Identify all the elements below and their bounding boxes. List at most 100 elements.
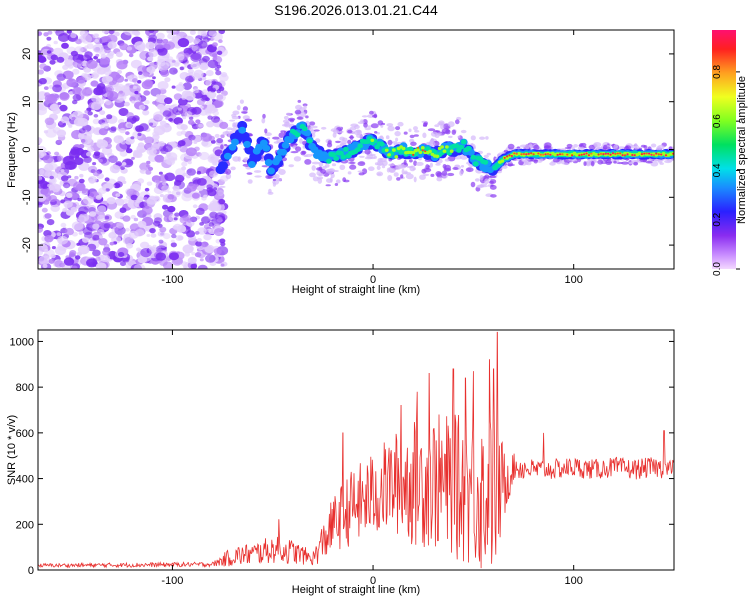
halo-blob [583,161,587,167]
noise-blob [216,93,226,102]
halo-blob [347,129,353,134]
spectrogram-y-tick-label: -20 [21,237,33,253]
halo-blob [621,161,629,165]
noise-blob [145,169,152,175]
noise-blob [206,184,213,190]
halo-blob [262,113,266,119]
noise-blob [152,30,159,34]
halo-blob [447,172,455,177]
ridge-mark [561,153,564,156]
snr-y-label: SNR (10 * v/v) [6,415,18,485]
ridge-mark [445,145,449,149]
noise-blob [186,218,193,223]
noise-blob [125,227,130,232]
halo-blob [395,164,404,169]
noise-blob [75,147,85,156]
halo-blob [297,99,302,103]
halo-blob [405,173,414,180]
noise-blob [46,219,55,226]
halo-blob [664,160,672,164]
ridge-mark [566,153,569,156]
halo-blob [470,135,476,141]
noise-blob [64,227,74,236]
halo-blob [320,168,326,174]
halo-blob [304,159,312,165]
noise-blob [158,171,163,175]
snr-frame [37,329,675,571]
noise-blob [44,163,54,172]
halo-blob [403,131,408,135]
noise-blob [78,206,89,215]
noise-blob [204,244,215,254]
noise-blob [173,217,178,221]
noise-blob [173,117,183,125]
noise-blob [220,263,225,267]
noise-blob [65,192,73,198]
halo-blob [388,167,396,173]
ridge-mark [418,150,423,155]
halo-blob [613,144,618,149]
halo-blob [229,119,236,122]
noise-blob [122,198,129,204]
ridge-mark [648,152,651,155]
halo-blob [242,115,250,120]
noise-blob [78,134,85,139]
noise-blob [54,246,67,256]
ridge-mark [294,132,301,138]
ridge-mark [355,147,361,153]
ridge-mark [616,152,619,155]
colorbar-label: Normalized spectral amplitude [736,76,748,224]
snr-y-tick-label: 400 [16,474,34,486]
halo-blob [425,164,430,170]
noise-blob [90,101,102,111]
halo-blob [377,173,382,176]
noise-blob [78,215,87,223]
noise-blob [159,226,167,233]
noise-blob [46,36,52,41]
ridge-mark [657,153,660,156]
noise-blob [119,207,127,213]
halo-blob [414,130,420,133]
noise-blob [110,126,117,132]
noise-blob [38,151,45,159]
halo-blob [543,145,550,149]
ridge-mark [440,145,444,149]
noise-blob [59,104,68,112]
ridge-mark [619,152,622,155]
halo-blob [578,144,582,148]
noise-blob [132,30,139,36]
noise-blob [201,241,209,248]
noise-blob [100,254,111,263]
noise-blob [219,121,229,129]
noise-blob [62,208,68,213]
snr-y-tick-label: 600 [16,428,34,440]
noise-blob [149,228,156,234]
halo-blob [435,132,442,136]
halo-blob [459,170,464,176]
halo-blob [232,110,240,115]
noise-blob [137,220,147,228]
noise-blob [120,140,127,145]
noise-blob [197,178,207,186]
ridge-mark [539,153,542,156]
ridge-mark [340,154,347,160]
halo-blob [444,158,450,162]
snr-x-tick-label: 0 [370,575,376,587]
noise-blob [114,198,125,206]
halo-blob [288,164,295,168]
halo-blob [413,126,418,131]
noise-blob [152,134,160,140]
noise-blob [72,94,82,102]
noise-blob [212,110,219,116]
halo-blob [253,170,262,173]
halo-blob [370,153,376,157]
noise-blob [203,233,212,241]
halo-blob [231,116,240,120]
halo-blob [325,184,331,187]
ridge-mark [302,126,308,132]
noise-blob [95,195,102,200]
noise-blob [63,182,71,189]
halo-blob [318,161,324,167]
noise-blob [148,122,154,126]
